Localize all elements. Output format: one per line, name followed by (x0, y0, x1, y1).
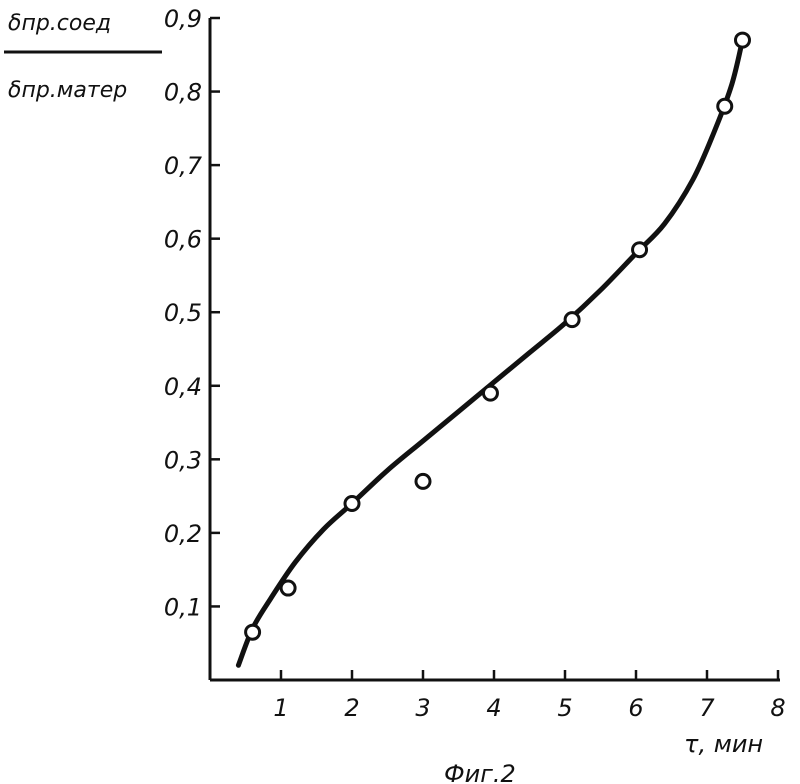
x-tick-label: 7 (699, 694, 715, 722)
y-tick-label: 0,7 (164, 152, 203, 180)
y-tick-label: 0,8 (164, 79, 202, 107)
data-point (718, 99, 732, 113)
data-point (736, 33, 750, 47)
figure-caption: Фиг.2 (444, 760, 516, 784)
x-tick-label: 1 (273, 694, 288, 722)
y-tick-label: 0,2 (164, 520, 202, 548)
x-tick-label: 6 (628, 694, 643, 722)
y-axis-label-denominator: δпр.матер (8, 78, 127, 103)
data-point (565, 313, 579, 327)
x-axis-label: τ, мин (684, 730, 763, 758)
data-point (416, 474, 430, 488)
y-ticks: 0,1 0,2 0,3 0,4 0,5 0,6 0,7 0,8 0,9 (164, 5, 220, 621)
y-tick-label: 0,1 (164, 593, 202, 621)
y-tick-label: 0,4 (164, 373, 202, 401)
x-tick-label: 3 (415, 694, 430, 722)
data-point (281, 581, 295, 595)
x-tick-label: 8 (770, 694, 785, 722)
data-point (246, 625, 260, 639)
data-points (246, 33, 750, 639)
y-tick-label: 0,6 (164, 226, 202, 254)
y-tick-label: 0,3 (164, 446, 202, 474)
y-tick-label: 0,9 (164, 5, 202, 33)
x-ticks: 1 2 3 4 5 6 7 8 (273, 670, 785, 722)
data-point (345, 496, 359, 510)
axes (210, 18, 780, 680)
y-axis-label: δпр.соед δпр.матер (4, 11, 162, 103)
data-point (483, 386, 497, 400)
x-tick-label: 5 (557, 694, 572, 722)
x-tick-label: 2 (344, 694, 359, 722)
x-tick-label: 4 (486, 694, 501, 722)
y-tick-label: 0,5 (164, 299, 202, 327)
y-axis-label-numerator: δпр.соед (8, 11, 111, 36)
fit-curve (238, 40, 742, 665)
data-point (633, 243, 647, 257)
